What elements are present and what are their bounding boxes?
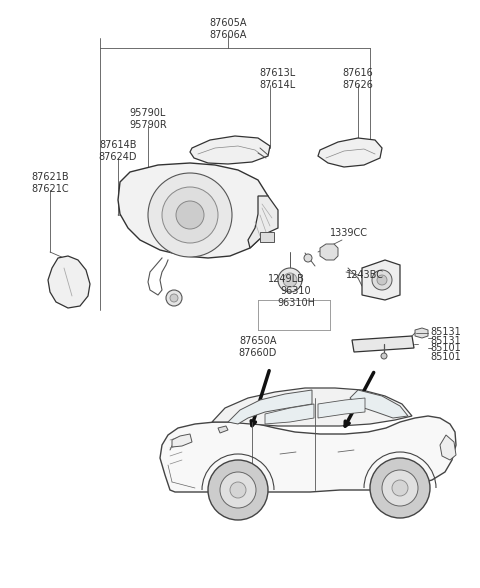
Polygon shape — [218, 426, 228, 433]
Text: 87650A
87660D: 87650A 87660D — [239, 336, 277, 358]
Polygon shape — [248, 196, 278, 248]
Text: 87613L
87614L: 87613L 87614L — [260, 68, 296, 89]
Circle shape — [208, 460, 268, 520]
Polygon shape — [352, 336, 414, 352]
Polygon shape — [228, 390, 312, 424]
Polygon shape — [415, 328, 428, 338]
Text: 85101: 85101 — [430, 352, 461, 362]
Text: 1249LB: 1249LB — [267, 274, 304, 284]
Circle shape — [382, 470, 418, 506]
Text: 95790L
95790R: 95790L 95790R — [129, 108, 167, 129]
Bar — [258, 300, 330, 330]
Polygon shape — [160, 416, 456, 492]
Polygon shape — [155, 190, 180, 205]
Circle shape — [166, 290, 182, 306]
Text: 87621B
87621C: 87621B 87621C — [31, 172, 69, 193]
Circle shape — [283, 273, 297, 287]
Polygon shape — [320, 244, 338, 260]
Text: 1243BC: 1243BC — [346, 270, 384, 280]
Circle shape — [372, 270, 392, 290]
Text: 87605A
87606A: 87605A 87606A — [209, 18, 247, 39]
Polygon shape — [362, 260, 400, 300]
Polygon shape — [318, 138, 382, 167]
Circle shape — [162, 187, 218, 243]
Circle shape — [381, 353, 387, 359]
Text: 1339CC: 1339CC — [330, 228, 368, 238]
Polygon shape — [48, 256, 90, 308]
Circle shape — [148, 173, 232, 257]
Polygon shape — [190, 136, 270, 164]
Text: 87616
87626: 87616 87626 — [343, 68, 373, 89]
Circle shape — [370, 458, 430, 518]
Circle shape — [377, 275, 387, 285]
Circle shape — [392, 480, 408, 496]
Circle shape — [220, 472, 256, 508]
Text: 96310
96310H: 96310 96310H — [277, 286, 315, 308]
Circle shape — [278, 268, 302, 292]
Text: 85101: 85101 — [430, 343, 461, 353]
Polygon shape — [118, 163, 270, 258]
Circle shape — [176, 201, 204, 229]
Circle shape — [230, 482, 246, 498]
Polygon shape — [265, 404, 314, 424]
Bar — [260, 232, 274, 242]
Polygon shape — [212, 388, 412, 426]
Circle shape — [170, 294, 178, 302]
Polygon shape — [318, 398, 365, 418]
Polygon shape — [350, 390, 408, 418]
Circle shape — [304, 254, 312, 262]
Polygon shape — [440, 435, 456, 460]
Polygon shape — [172, 434, 192, 447]
Text: 85131: 85131 — [430, 327, 461, 337]
Text: 85131: 85131 — [430, 336, 461, 346]
Text: 87614B
87624D: 87614B 87624D — [99, 140, 137, 162]
